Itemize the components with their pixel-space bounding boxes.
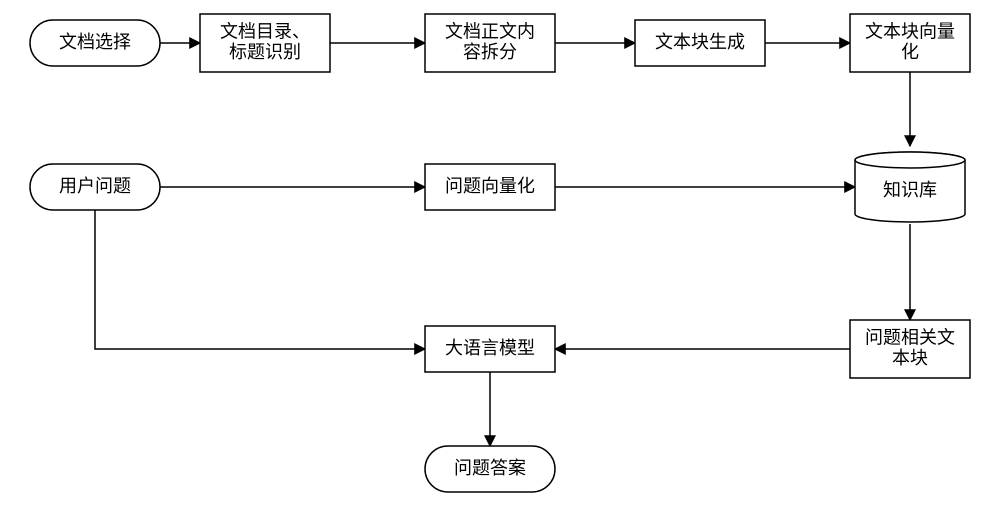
- edges-layer: [95, 43, 910, 446]
- node-label: 问题相关文: [865, 327, 955, 347]
- node-label: 本块: [892, 348, 928, 368]
- node-doc_select: 文档选择: [30, 20, 160, 66]
- node-label: 用户问题: [59, 176, 131, 196]
- flowchart-canvas: 文档选择 文档目录、标题识别 文档正文内容拆分 文本块生成 文本块向量化用户问题 问题向量…: [0, 0, 1000, 523]
- node-label: 标题识别: [229, 42, 301, 62]
- node-label: 容拆分: [463, 42, 517, 62]
- node-body_split: 文档正文内容拆分: [425, 14, 555, 72]
- node-label: 文本块向量: [865, 21, 955, 41]
- node-label: 文档目录、: [220, 21, 310, 41]
- node-llm: 大语言模型: [425, 326, 555, 372]
- node-block_vec: 文本块向量化: [850, 14, 970, 72]
- node-label: 文本块生成: [655, 32, 745, 52]
- node-label: 知识库: [883, 180, 937, 200]
- node-label: 文档选择: [59, 32, 131, 52]
- node-label: 文档正文内: [445, 21, 535, 41]
- node-label: 问题答案: [454, 458, 526, 478]
- node-label: 化: [901, 42, 919, 62]
- node-label: 问题向量化: [445, 176, 535, 196]
- node-toc_title: 文档目录、标题识别: [200, 14, 330, 72]
- node-answer: 问题答案: [425, 446, 555, 492]
- node-block_gen: 文本块生成: [635, 20, 765, 66]
- node-rel_blocks: 问题相关文本块: [850, 320, 970, 378]
- node-user_q: 用户问题: [30, 164, 160, 210]
- node-label: 大语言模型: [445, 338, 535, 358]
- edge-user_q-to-llm: [95, 210, 425, 349]
- node-kb: 知识库: [855, 152, 965, 222]
- node-q_vec: 问题向量化: [425, 164, 555, 210]
- nodes-layer: 文档选择 文档目录、标题识别 文档正文内容拆分 文本块生成 文本块向量化用户问题 问题向量…: [30, 14, 970, 492]
